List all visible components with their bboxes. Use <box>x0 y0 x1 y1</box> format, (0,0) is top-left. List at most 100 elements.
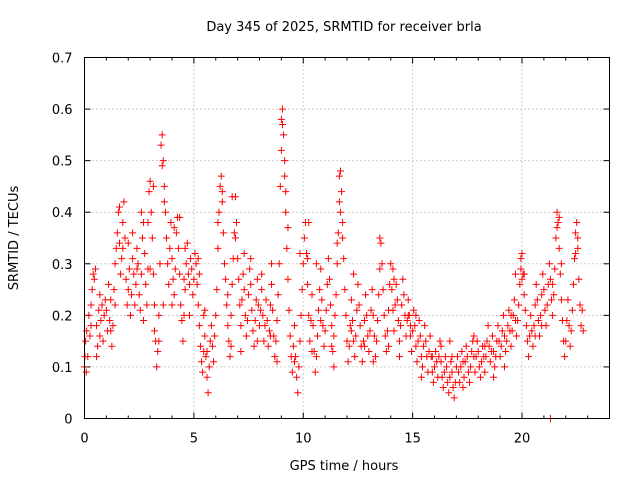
data-point <box>555 213 563 221</box>
data-point <box>497 342 505 350</box>
data-point <box>445 389 453 397</box>
data-point <box>296 337 304 345</box>
data-point <box>556 270 564 278</box>
data-point <box>193 280 201 288</box>
data-point <box>223 301 231 309</box>
data-point <box>175 244 183 252</box>
data-point <box>522 322 530 330</box>
data-point <box>154 347 162 355</box>
data-point <box>281 157 289 165</box>
data-point <box>412 342 420 350</box>
data-point <box>183 239 191 247</box>
data-point <box>246 265 254 273</box>
data-point <box>97 317 105 325</box>
data-point <box>281 172 289 180</box>
data-point <box>207 322 215 330</box>
data-point <box>293 373 301 381</box>
data-point <box>263 317 271 325</box>
data-point <box>353 306 361 314</box>
data-point <box>501 363 508 371</box>
data-point <box>352 332 360 340</box>
data-point <box>299 260 307 268</box>
data-point <box>239 270 247 278</box>
data-point <box>567 327 575 335</box>
data-point <box>417 373 425 381</box>
data-point <box>396 353 403 361</box>
data-point <box>187 255 195 263</box>
data-point <box>515 301 523 309</box>
data-point <box>376 234 384 242</box>
data-point <box>95 306 103 314</box>
plot-frame <box>84 57 610 419</box>
data-point <box>531 332 539 340</box>
data-point <box>369 358 377 366</box>
data-point <box>403 317 411 325</box>
data-point <box>574 234 582 242</box>
data-point <box>543 301 551 309</box>
data-point <box>498 327 506 335</box>
data-point <box>224 291 232 299</box>
data-point <box>484 322 492 330</box>
data-point <box>470 332 478 340</box>
data-point <box>284 275 292 283</box>
data-point <box>446 373 454 381</box>
data-point <box>297 311 305 319</box>
data-point <box>476 373 484 381</box>
y-tick-label: 0.4 <box>52 206 73 221</box>
data-point <box>494 322 502 330</box>
data-point <box>382 347 390 355</box>
data-point <box>121 234 129 242</box>
data-point <box>308 291 316 299</box>
data-point <box>285 306 293 314</box>
data-point <box>572 229 580 237</box>
data-point <box>211 332 219 340</box>
data-point <box>158 131 166 139</box>
data-point <box>155 337 163 345</box>
data-point <box>448 353 456 361</box>
data-point <box>355 301 363 309</box>
data-point <box>321 327 329 335</box>
data-point <box>215 208 223 216</box>
data-point <box>511 270 519 278</box>
data-point <box>243 317 251 325</box>
y-axis-label: SRMTID / TECUs <box>7 186 22 291</box>
data-point <box>377 239 385 247</box>
data-point <box>317 317 325 325</box>
data-point <box>347 327 355 335</box>
data-point <box>415 317 423 325</box>
data-point <box>513 332 521 340</box>
data-point <box>259 311 267 319</box>
data-point <box>143 301 151 309</box>
data-point <box>137 208 145 216</box>
data-point <box>91 265 99 273</box>
data-point <box>527 311 535 319</box>
data-point <box>303 249 311 257</box>
data-point <box>186 280 193 288</box>
data-point <box>96 291 104 299</box>
data-point <box>496 353 504 361</box>
data-point <box>481 342 489 350</box>
data-point <box>133 244 141 252</box>
data-point <box>374 317 382 325</box>
data-point <box>564 296 572 304</box>
data-point <box>404 311 412 319</box>
data-point <box>216 182 224 190</box>
data-point <box>373 337 381 345</box>
data-point <box>333 239 341 247</box>
data-point <box>90 275 98 283</box>
data-point <box>273 317 281 325</box>
data-point <box>132 280 140 288</box>
data-point <box>520 270 528 278</box>
data-point <box>206 337 214 345</box>
data-point <box>554 219 562 227</box>
data-point <box>160 182 168 190</box>
data-point <box>328 342 336 350</box>
data-point <box>466 378 473 386</box>
data-point <box>227 311 235 319</box>
data-point <box>176 213 184 221</box>
data-point <box>198 358 206 366</box>
data-point <box>473 337 481 345</box>
data-point <box>459 384 467 392</box>
data-point <box>316 286 324 294</box>
data-point <box>472 353 480 361</box>
